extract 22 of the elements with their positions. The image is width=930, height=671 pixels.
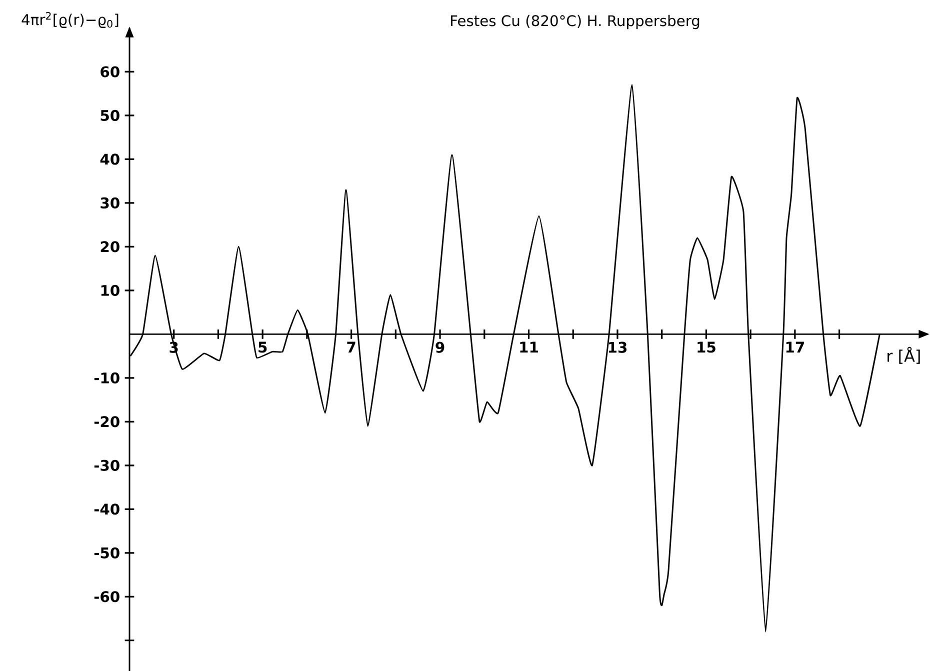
x-tick-label: 7 <box>347 342 356 352</box>
y-tick-label: -10 <box>94 372 120 384</box>
y-tick-label: -60 <box>94 591 120 602</box>
x-axis-title: r [Å] <box>888 346 920 364</box>
y-tick-label: 60 <box>100 66 120 78</box>
chart-title: Festes Cu (820°C) H. Ruppersberg <box>451 14 700 30</box>
y-tick-label: -40 <box>94 504 120 515</box>
y-tick-label: -20 <box>94 416 120 428</box>
y-tick-label: -50 <box>94 547 120 558</box>
y-tick-label: 10 <box>101 284 120 296</box>
x-tick-label: 5 <box>258 342 267 353</box>
y-tick-label: -30 <box>94 460 120 471</box>
y-axis-title: 4πr$^{2}$[ϱ(r)−ϱ$_{0}$] <box>22 12 118 28</box>
y-tick-label: 30 <box>100 197 120 209</box>
x-tick-label: 13 <box>608 342 627 353</box>
x-tick-label: 15 <box>698 342 716 353</box>
x-tick-label: 11 <box>520 342 538 352</box>
y-tick-label: 20 <box>100 241 120 252</box>
x-tick-label: 17 <box>786 342 804 352</box>
y-tick-label: 40 <box>100 154 120 165</box>
y-tick-label: 50 <box>100 110 120 122</box>
x-tick-label: 9 <box>436 342 444 353</box>
